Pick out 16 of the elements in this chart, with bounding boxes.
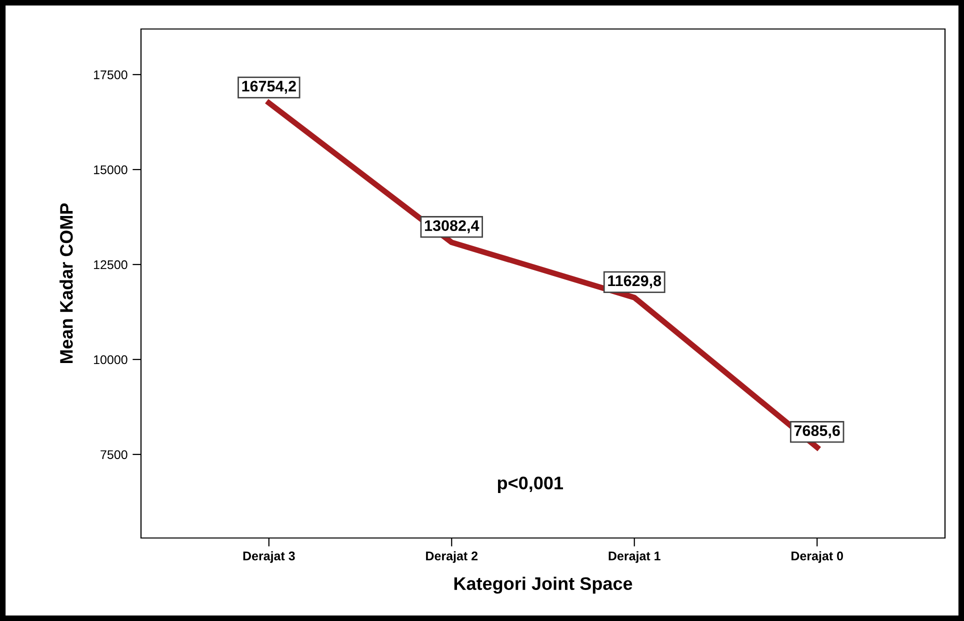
- data-label: 16754,2: [242, 80, 296, 94]
- y-tick-label: 12500: [94, 260, 128, 270]
- x-tick-label: Derajat 1: [608, 551, 660, 563]
- y-tick-label: 15000: [94, 165, 128, 174]
- y-tick-label: 7500: [100, 450, 128, 460]
- annotation: p<0,001: [498, 476, 564, 493]
- y-axis-title: Mean Kadar COMP: [60, 203, 73, 364]
- x-tick-label: Derajat 2: [426, 551, 478, 563]
- y-tick-label: 10000: [94, 355, 128, 364]
- x-axis-title: Kategori Joint Space: [454, 576, 632, 594]
- y-tick-label: 17500: [94, 70, 128, 80]
- data-label: 7685,6: [794, 425, 840, 438]
- x-tick-label: Derajat 0: [792, 551, 843, 563]
- data-label: 11629,8: [608, 275, 662, 288]
- data-label: 13082,4: [424, 220, 480, 234]
- x-tick-label: Derajat 3: [243, 551, 295, 563]
